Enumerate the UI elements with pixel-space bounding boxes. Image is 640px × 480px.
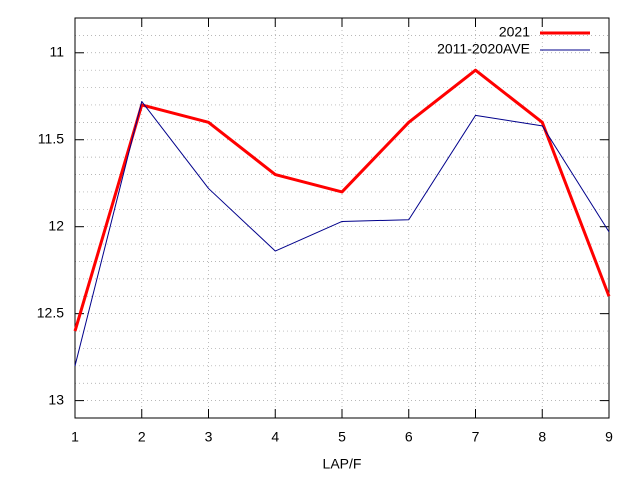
plot-frame: [74, 17, 610, 419]
x-tick-label: 9: [605, 429, 613, 445]
series-line: [74, 100, 610, 366]
legend-label: 2021: [499, 24, 530, 40]
y-tick-label: 11: [49, 43, 64, 59]
y-tick-label: 12.5: [37, 304, 64, 320]
x-tick-label: 2: [138, 429, 146, 445]
series-line: [73, 68, 611, 332]
y-tick-label: 11.5: [38, 130, 64, 146]
x-tick-label: 3: [205, 429, 213, 445]
x-tick-label: 1: [71, 429, 79, 445]
x-tick-label: 5: [338, 429, 346, 445]
y-tick-label: 12: [48, 217, 64, 233]
x-axis-label: LAP/F: [323, 456, 362, 472]
x-tick-label: 8: [538, 429, 546, 445]
y-tick-label: 13: [48, 391, 64, 407]
x-tick-label: 6: [405, 429, 413, 445]
x-tick-label: 4: [271, 429, 279, 445]
x-tick-label: 7: [472, 429, 480, 445]
legend-label: 2011-2020AVE: [437, 41, 530, 57]
